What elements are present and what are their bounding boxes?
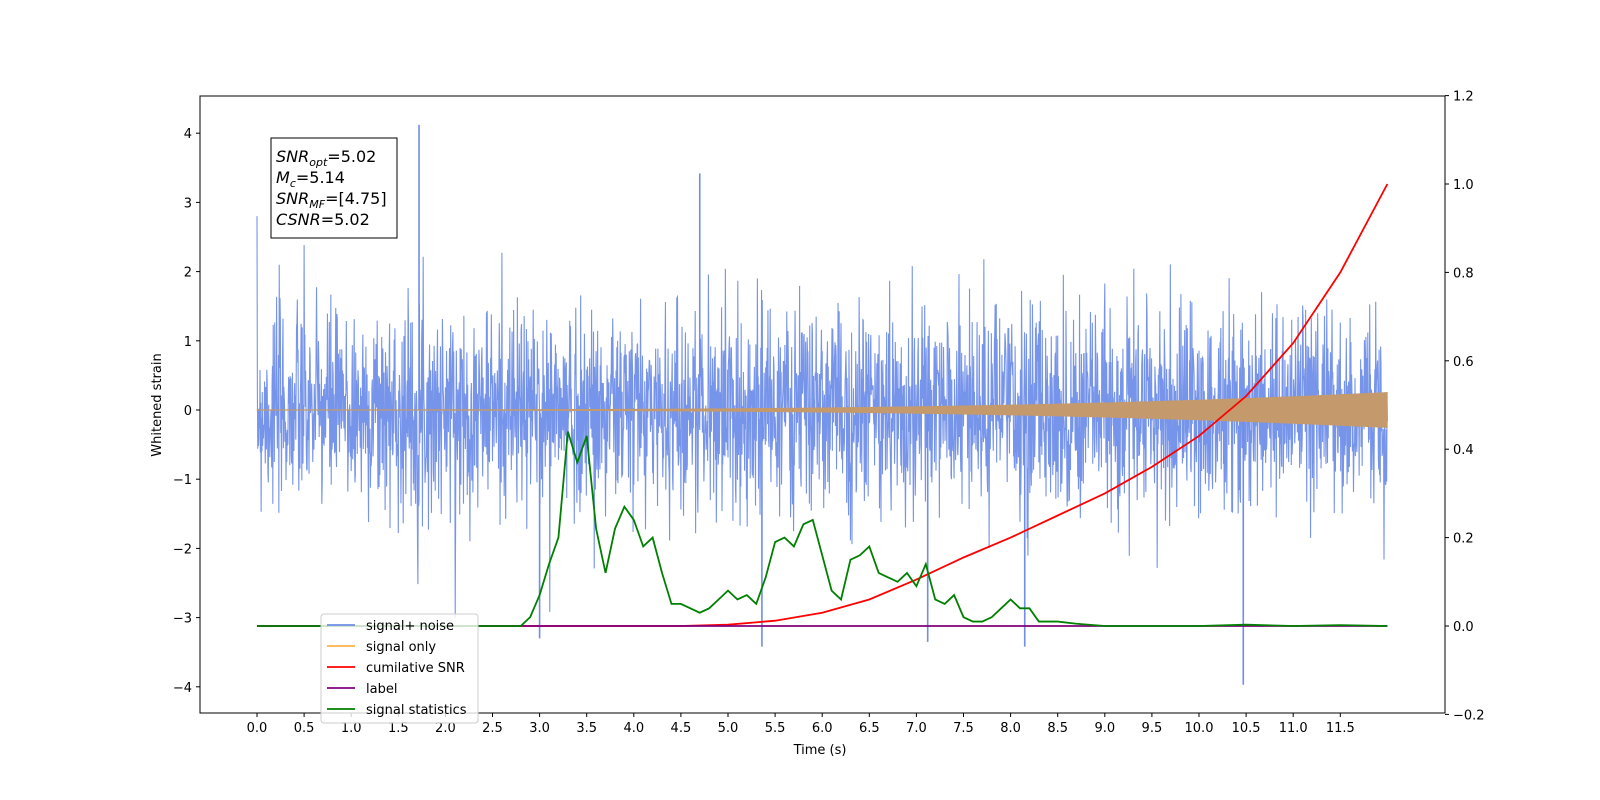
y-tick-label: −3 [173,612,192,627]
y-tick-label: 2 [184,266,192,281]
x-axis-label: Time (s) [793,743,847,758]
x-tick-label: 0.5 [294,721,315,736]
annotation-line: CSNR=5.02 [276,210,370,229]
y2-tick-label: 0.6 [1453,355,1474,370]
x-tick-label: 9.5 [1142,721,1163,736]
y-axis-label: Whitened strain [150,353,165,456]
legend-label: label [366,682,397,697]
annotation-line: Mc=5.14 [276,168,345,190]
annotation-line: SNRopt=5.02 [276,147,376,169]
x-tick-label: 9.0 [1094,721,1115,736]
signal-only-area [256,392,1388,428]
x-tick-label: 10.0 [1185,721,1214,736]
annotation-line: SNRMF=[4.75] [276,189,387,211]
legend: signal+ noise signal only cumilative SNR la… [320,613,479,724]
x-tick-label: 8.0 [1000,721,1021,736]
x-tick-label: 3.5 [576,721,597,736]
x-tick-label: 0.0 [247,721,268,736]
x-tick-label: 8.5 [1047,721,1068,736]
x-tick-label: 11.5 [1326,721,1355,736]
x-tick-label: 11.0 [1279,721,1308,736]
y-tick-label: 3 [184,196,192,211]
y2-tick-label: 1.0 [1453,178,1474,193]
y-axis-left: 4 3 2 1 0 −1 −2 −3 −4 [173,127,200,696]
y2-tick-label: 0.2 [1453,532,1474,547]
x-tick-label: 10.5 [1232,721,1261,736]
legend-label: signal statistics [366,703,467,718]
y2-tick-label: 0.0 [1453,620,1474,635]
x-tick-label: 1.5 [388,721,409,736]
x-tick-label: 5.5 [765,721,786,736]
y-axis-right: 1.2 1.0 0.8 0.6 0.4 0.2 0.0 −0.2 [1445,90,1485,723]
cumulative-snr-line [257,183,1389,627]
y2-tick-label: −0.2 [1453,708,1485,723]
x-tick-label: 2.0 [435,721,456,736]
x-tick-label: 6.5 [859,721,880,736]
signal-noise-line [256,216,1388,618]
legend-label: signal only [366,640,436,655]
x-tick-label: 7.5 [953,721,974,736]
y2-tick-label: 0.8 [1453,266,1474,281]
plot-content [256,124,1389,685]
y-tick-label: 4 [184,127,192,142]
legend-label: cumilative SNR [366,661,465,676]
y-tick-label: −1 [173,473,192,488]
x-tick-label: 4.5 [671,721,692,736]
x-tick-label: 6.0 [812,721,833,736]
x-tick-label: 1.0 [341,721,362,736]
signal-statistics-line [257,431,1388,627]
y2-tick-label: 1.2 [1453,90,1474,105]
y-tick-label: −2 [173,542,192,557]
legend-label: signal+ noise [366,619,454,634]
x-tick-label: 2.5 [482,721,503,736]
x-tick-label: 7.0 [906,721,927,736]
y-tick-label: 0 [184,404,192,419]
y2-tick-label: 0.4 [1453,443,1474,458]
x-tick-label: 3.0 [529,721,550,736]
x-tick-label: 5.0 [718,721,739,736]
x-tick-label: 4.0 [623,721,644,736]
y-tick-label: 1 [184,335,192,350]
x-axis: 0.0 0.5 1.0 1.5 2.0 2.5 3.0 3.5 4.0 4.5 5.0 5.5 6.0 6… [247,713,1355,736]
y-tick-label: −4 [173,681,192,696]
